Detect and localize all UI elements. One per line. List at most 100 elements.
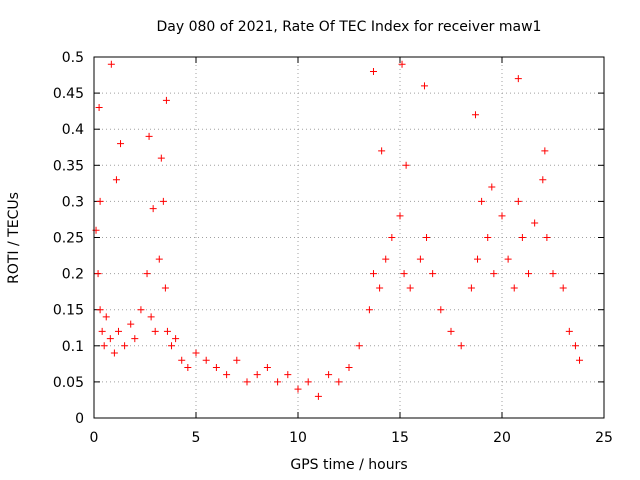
plot-frame: [93, 56, 605, 419]
x-tick-label: 20: [493, 430, 511, 446]
data-point: [457, 342, 465, 350]
data-point: [406, 284, 414, 292]
data-point: [178, 356, 186, 364]
data-point: [145, 132, 153, 140]
x-tick-label: 5: [192, 430, 201, 446]
data-point: [510, 284, 518, 292]
data-point: [549, 270, 557, 278]
data-point: [159, 197, 167, 205]
data-point: [147, 313, 155, 321]
data-point: [102, 313, 110, 321]
data-point: [263, 363, 271, 371]
data-point: [541, 147, 549, 155]
data-point: [202, 356, 210, 364]
data-point: [94, 270, 102, 278]
data-point: [162, 96, 170, 104]
data-point: [114, 327, 122, 335]
data-point: [96, 197, 104, 205]
y-axis-label: ROTI / TECUs: [6, 192, 22, 284]
grid: [94, 57, 604, 418]
chart-title: Day 080 of 2021, Rate Of TEC Index for r…: [157, 19, 542, 35]
data-point: [355, 342, 363, 350]
data-point: [382, 255, 390, 263]
data-point: [478, 197, 486, 205]
data-point: [284, 371, 292, 379]
data-point: [274, 378, 282, 386]
data-point: [539, 176, 547, 184]
y-tick-label: 0.1: [62, 339, 84, 355]
data-point: [525, 270, 533, 278]
y-tick-label: 0.05: [53, 375, 84, 391]
data-point: [369, 270, 377, 278]
data-point: [117, 140, 125, 148]
data-point: [416, 255, 424, 263]
data-point: [345, 363, 353, 371]
y-tick-label: 0.25: [53, 231, 84, 247]
data-point: [233, 356, 241, 364]
data-point: [131, 335, 139, 343]
data-point: [161, 284, 169, 292]
data-point: [467, 284, 475, 292]
x-tick-label: 0: [90, 430, 99, 446]
data-point: [96, 306, 104, 314]
data-point: [400, 270, 408, 278]
data-point: [518, 234, 526, 241]
data-point: [474, 255, 482, 263]
data-point: [543, 234, 551, 241]
data-point: [112, 176, 120, 184]
data-point: [335, 378, 343, 386]
data-point: [471, 111, 479, 119]
data-point: [437, 306, 445, 314]
data-point: [304, 378, 312, 386]
data-point: [531, 219, 539, 227]
data-point: [143, 270, 151, 278]
data-point: [212, 363, 220, 371]
x-tick-label: 25: [595, 430, 613, 446]
data-point: [398, 60, 406, 68]
data-point: [294, 385, 302, 393]
data-point: [98, 327, 106, 335]
data-point: [110, 349, 118, 357]
y-tick-label: 0.15: [53, 303, 84, 319]
data-point: [223, 371, 231, 379]
data-point: [100, 342, 108, 350]
data-point: [388, 234, 396, 241]
data-point: [504, 255, 512, 263]
data-point: [172, 335, 180, 343]
y-tick-label: 0.35: [53, 158, 84, 174]
tick-labels: 0 5 10 15 20 25 0 0.05 0.1 0.15 0.2 0.25 0.3 0.35 0.4 0…: [53, 50, 613, 446]
y-tick-label: 0.5: [62, 50, 84, 66]
data-point: [396, 212, 404, 220]
data-point: [163, 327, 171, 335]
y-tick-label: 0.3: [62, 194, 84, 210]
data-point: [365, 306, 373, 314]
data-point: [107, 60, 115, 68]
data-points: [92, 60, 584, 400]
data-point: [157, 154, 165, 162]
data-point: [488, 183, 496, 191]
data-point: [151, 327, 159, 335]
data-point: [565, 327, 573, 335]
data-point: [571, 342, 579, 350]
y-tick-label: 0.2: [62, 267, 84, 283]
data-point: [95, 104, 103, 112]
data-point: [429, 270, 437, 278]
data-point: [243, 378, 251, 386]
data-point: [514, 197, 522, 205]
data-point: [402, 161, 410, 169]
y-tick-label: 0: [75, 411, 84, 427]
data-point: [484, 234, 492, 241]
data-point: [106, 335, 114, 343]
data-point: [155, 255, 163, 263]
data-point: [498, 212, 506, 220]
y-tick-label: 0.45: [53, 86, 84, 102]
data-point: [423, 234, 431, 241]
data-point: [168, 342, 176, 350]
x-tick-label: 15: [391, 430, 409, 446]
data-point: [121, 342, 129, 350]
data-point: [447, 327, 455, 335]
data-point: [559, 284, 567, 292]
data-point: [420, 82, 428, 90]
data-point: [192, 349, 200, 357]
